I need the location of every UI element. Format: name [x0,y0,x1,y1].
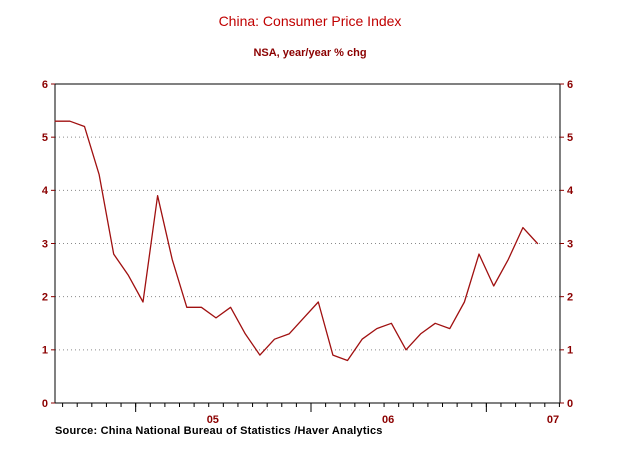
x-tick-label: 07 [547,414,559,426]
y-tick-label-left: 0 [42,398,48,410]
cpi-series-line [54,120,539,362]
y-tick-label-right: 3 [567,238,573,250]
y-tick-label-right: 2 [567,292,573,304]
y-tick-label-left: 5 [42,132,48,144]
y-tick-label-right: 6 [567,79,573,91]
y-tick-label-right: 1 [567,345,573,357]
chart-title: China: Consumer Price Index [218,13,402,29]
x-tick-label: 06 [382,414,394,426]
y-tick-label-right: 0 [567,398,573,410]
x-tick-label: 05 [207,414,219,426]
y-tick-label-right: 5 [567,132,573,144]
y-tick-label-left: 2 [42,292,48,304]
source-note: Source: China National Bureau of Statist… [55,425,383,437]
y-tick-label-left: 3 [42,238,48,250]
chart-subtitle: NSA, year/year % chg [253,47,367,59]
y-tick-label-left: 1 [42,345,48,357]
y-tick-label-right: 4 [567,185,574,197]
y-tick-label-left: 4 [42,185,49,197]
y-tick-label-left: 6 [42,79,48,91]
